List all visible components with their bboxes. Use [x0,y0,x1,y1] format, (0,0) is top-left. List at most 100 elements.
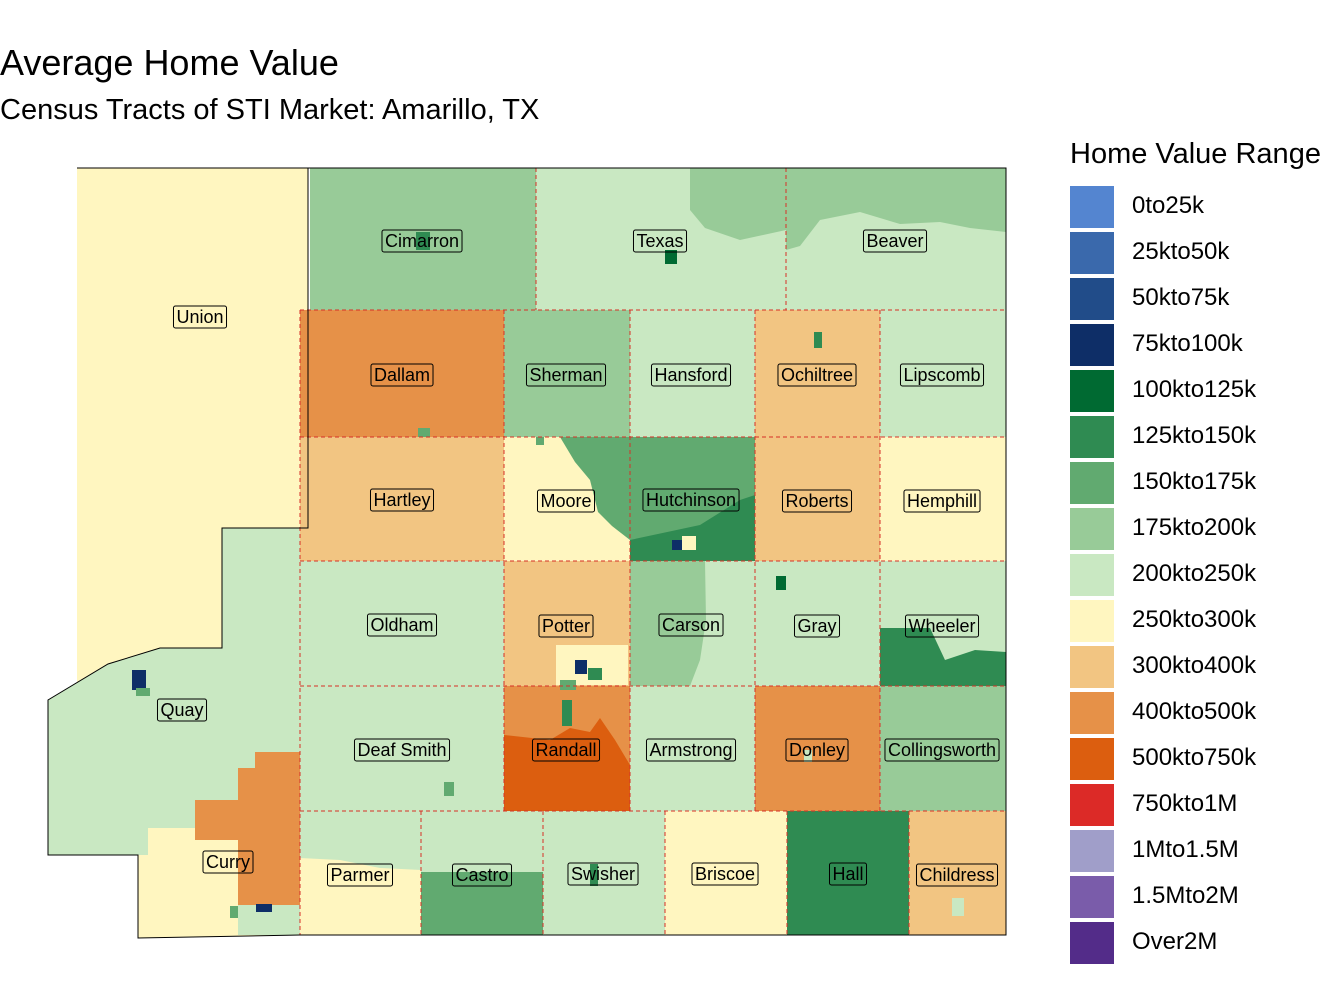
label-roberts-text: Roberts [785,491,848,511]
legend-item: 400kto500k [1070,690,1344,736]
legend-swatch [1070,324,1114,366]
county-hartley[interactable] [300,437,504,561]
label-parmer-text: Parmer [330,865,389,885]
legend-swatch [1070,232,1114,274]
legend-swatch [1070,738,1114,780]
label-swisher: Swisher [567,862,639,886]
label-wheeler: Wheeler [904,614,980,638]
label-union-text: Union [176,307,223,327]
county-hansford[interactable] [630,310,755,437]
legend-label: 50kto75k [1132,284,1230,311]
county-hall[interactable] [787,811,909,935]
label-moore: Moore [536,489,596,513]
legend-swatch [1070,646,1114,688]
legend-label: Over2M [1132,928,1218,955]
tract-parmer-north [300,811,421,870]
county-collingsworth[interactable] [880,686,1006,811]
county-quay[interactable] [48,528,300,855]
label-armstrong-text: Armstrong [649,740,732,760]
label-donley-text: Donley [789,740,845,760]
label-hartley: Hartley [369,488,435,512]
legend-label: 125kto150k [1132,422,1257,449]
label-hall: Hall [828,862,868,886]
label-armstrong: Armstrong [645,738,737,762]
legend-label: 150kto175k [1132,468,1257,495]
legend-swatch [1070,876,1114,918]
label-sherman-text: Sherman [529,365,602,385]
legend-swatch [1070,278,1114,320]
county-union[interactable] [77,168,308,690]
county-swisher[interactable] [543,811,665,935]
legend-swatch [1070,922,1114,964]
label-hemphill-text: Hemphill [907,491,977,511]
label-briscoe-text: Briscoe [695,864,755,884]
label-randall-text: Randall [535,740,596,760]
label-oldham-text: Oldham [370,615,433,635]
legend-swatch [1070,508,1114,550]
legend-label: 1Mto1.5M [1132,836,1239,863]
legend-label: 250kto300k [1132,606,1257,633]
legend-swatch [1070,830,1114,872]
tract-carson-east [690,561,755,686]
label-ochiltree: Ochiltree [777,363,857,387]
county-curry[interactable] [195,752,300,905]
label-quay: Quay [156,698,208,722]
county-roberts[interactable] [755,437,880,561]
legend-swatch [1070,784,1114,826]
legend-item: 150kto175k [1070,460,1344,506]
label-swisher-text: Swisher [571,864,635,884]
label-wheeler-text: Wheeler [908,616,975,636]
label-texas-text: Texas [636,231,683,251]
county-hemphill[interactable] [880,437,1006,561]
label-dallam: Dallam [370,363,434,387]
legend-item: 175kto200k [1070,506,1344,552]
tract-castro-south [421,872,543,935]
legend-swatch [1070,462,1114,504]
map-subtitle: Census Tracts of STI Market: Amarillo, T… [0,94,540,126]
county-ochiltree[interactable] [755,310,880,437]
label-carson-text: Carson [662,615,720,635]
label-moore-text: Moore [540,491,591,511]
legend-item: 75kto100k [1070,322,1344,368]
legend-item: 125kto150k [1070,414,1344,460]
label-hemphill: Hemphill [903,489,981,513]
legend-label: 75kto100k [1132,330,1243,357]
label-hall-text: Hall [832,864,863,884]
map-title: Average Home Value [0,42,339,83]
county-armstrong[interactable] [630,686,755,811]
label-gray: Gray [793,614,841,638]
label-roberts: Roberts [781,489,853,513]
market-outline [47,167,1007,939]
legend-item: 300kto400k [1070,644,1344,690]
legend-label: 0to25k [1132,192,1205,219]
label-texas: Texas [632,229,688,253]
tract-details [132,232,964,918]
label-dallam-text: Dallam [374,365,430,385]
label-beaver-text: Beaver [866,231,923,251]
county-deaf-smith[interactable] [300,686,504,811]
county-lipscomb[interactable] [880,310,1006,437]
county-sherman[interactable] [504,310,630,437]
label-union: Union [172,305,228,329]
county-briscoe[interactable] [665,811,787,935]
county-dallam[interactable] [300,310,504,437]
label-curry-text: Curry [206,852,250,872]
legend-label: 750kto1M [1132,790,1238,817]
label-lipscomb-text: Lipscomb [903,365,980,385]
label-collingsworth-text: Collingsworth [888,740,996,760]
legend-label: 400kto500k [1132,698,1257,725]
legend-item: 1Mto1.5M [1070,828,1344,874]
label-hutchinson: Hutchinson [642,488,740,512]
legend-label: 175kto200k [1132,514,1257,541]
county-oldham[interactable] [300,561,504,686]
label-randall: Randall [531,738,601,762]
county-donley[interactable] [755,686,880,811]
legend-title: Home Value Range [1070,138,1321,170]
label-potter: Potter [538,614,594,638]
legend-swatch [1070,186,1114,228]
legend-item: 50kto75k [1070,276,1344,322]
county-gray[interactable] [755,561,880,686]
label-deaf-smith: Deaf Smith [353,738,451,762]
legend-label: 1.5Mto2M [1132,882,1239,909]
label-beaver: Beaver [862,229,928,253]
